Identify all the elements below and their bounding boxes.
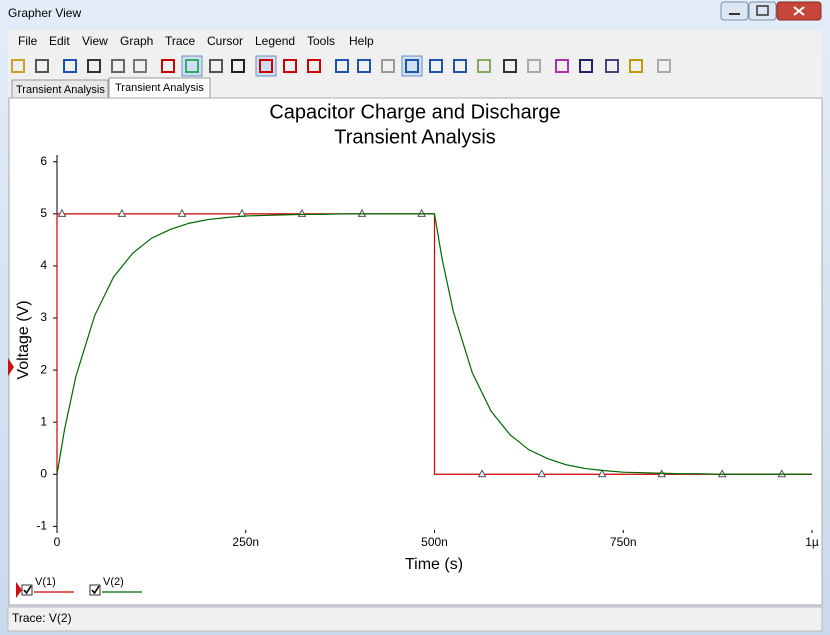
toolbar-icon [63,59,77,73]
status-text: Trace: V(2) [12,611,72,625]
toolbar-icon [111,59,125,73]
toolbar-icon [35,59,49,73]
toolbar-icon [429,59,443,73]
toolbar-icon [657,59,671,73]
data-marker [57,208,67,217]
window-title: Grapher View [8,6,81,20]
data-marker [537,469,547,478]
toolbar-icon [87,59,101,73]
cursor-marker [8,358,14,376]
menu-item[interactable]: Legend [255,34,295,48]
toolbar-icon [307,59,321,73]
toolbar [11,55,671,77]
toolbar-icon [477,59,491,73]
legend-check [23,585,32,595]
tab-label[interactable]: Transient Analysis [16,84,105,96]
toolbar-icon [381,59,395,73]
data-marker [477,469,487,478]
y-axis-label: Voltage (V) [15,300,32,379]
toolbar-icon [231,59,245,73]
x-tick-label: 0 [54,535,61,549]
data-marker [117,208,127,217]
toolbar-icon [283,59,297,73]
toolbar-icon [527,59,541,73]
y-tick-label: 6 [40,154,47,168]
toolbar-icon [335,59,349,73]
maximize-icon [756,5,769,16]
toolbar-icon [579,59,593,73]
y-tick-label: 2 [40,362,47,376]
toolbar-icon [133,59,147,73]
x-tick-label: 500n [421,535,448,549]
data-marker [717,469,727,478]
maximize-button[interactable] [748,1,777,21]
y-tick-label: 1 [40,414,47,428]
menu-item[interactable]: Cursor [207,34,243,48]
x-tick-label: 750n [610,535,637,549]
toolbar-icon [185,59,199,73]
data-marker [417,208,427,217]
x-tick-label: 1µ [805,535,819,549]
toolbar-icon [161,59,175,73]
y-tick-label: 3 [40,310,47,324]
status-bar [7,606,823,632]
menu-item[interactable]: Trace [165,34,196,48]
legend-checkbox[interactable] [89,584,101,596]
menu-item[interactable]: Graph [120,34,153,48]
toolbar-icon [11,59,25,73]
legend-label: V(2) [103,576,124,588]
data-marker [177,208,187,217]
data-marker [357,208,367,217]
y-tick-label: 0 [40,466,47,480]
y-tick-label: 5 [40,206,47,220]
toolbar-icon [503,59,517,73]
toolbar-icon [453,59,467,73]
legend-label: V(1) [35,576,56,588]
menu-item[interactable]: Tools [307,34,335,48]
y-tick-label: -1 [36,519,47,533]
legend-check [91,585,100,595]
menu-bar: File Edit View Graph Trace Cursor Legend Tools H… [18,34,374,48]
series-line [56,213,812,475]
menu-item[interactable]: View [82,34,108,48]
menu-item[interactable]: Help [349,34,374,48]
tab-label[interactable]: Transient Analysis [115,82,204,94]
legend-selector [16,582,22,598]
toolbar-icon [209,59,223,73]
toolbar-icon [405,59,419,73]
toolbar-icon [629,59,643,73]
menu-item[interactable]: File [18,34,38,48]
graph-area [8,97,823,606]
x-axis-label: Time (s) [405,556,463,573]
data-marker [597,469,607,478]
x-tick-label: 250n [232,535,259,549]
minimize-button[interactable] [720,1,749,21]
toolbar-icon [555,59,569,73]
toolbar-icon [259,59,273,73]
menu-item[interactable]: Edit [49,34,70,48]
toolbar-icon [605,59,619,73]
chart-subtitle: Transient Analysis [334,126,496,148]
tab-strip [8,78,822,98]
data-marker [777,469,787,478]
close-icon [793,6,805,16]
y-tick-label: 4 [40,258,47,272]
toolbar-icon [357,59,371,73]
chart-title: Capacitor Charge and Discharge [269,101,560,123]
plot: Capacitor Charge and Discharge Transient … [15,101,819,596]
